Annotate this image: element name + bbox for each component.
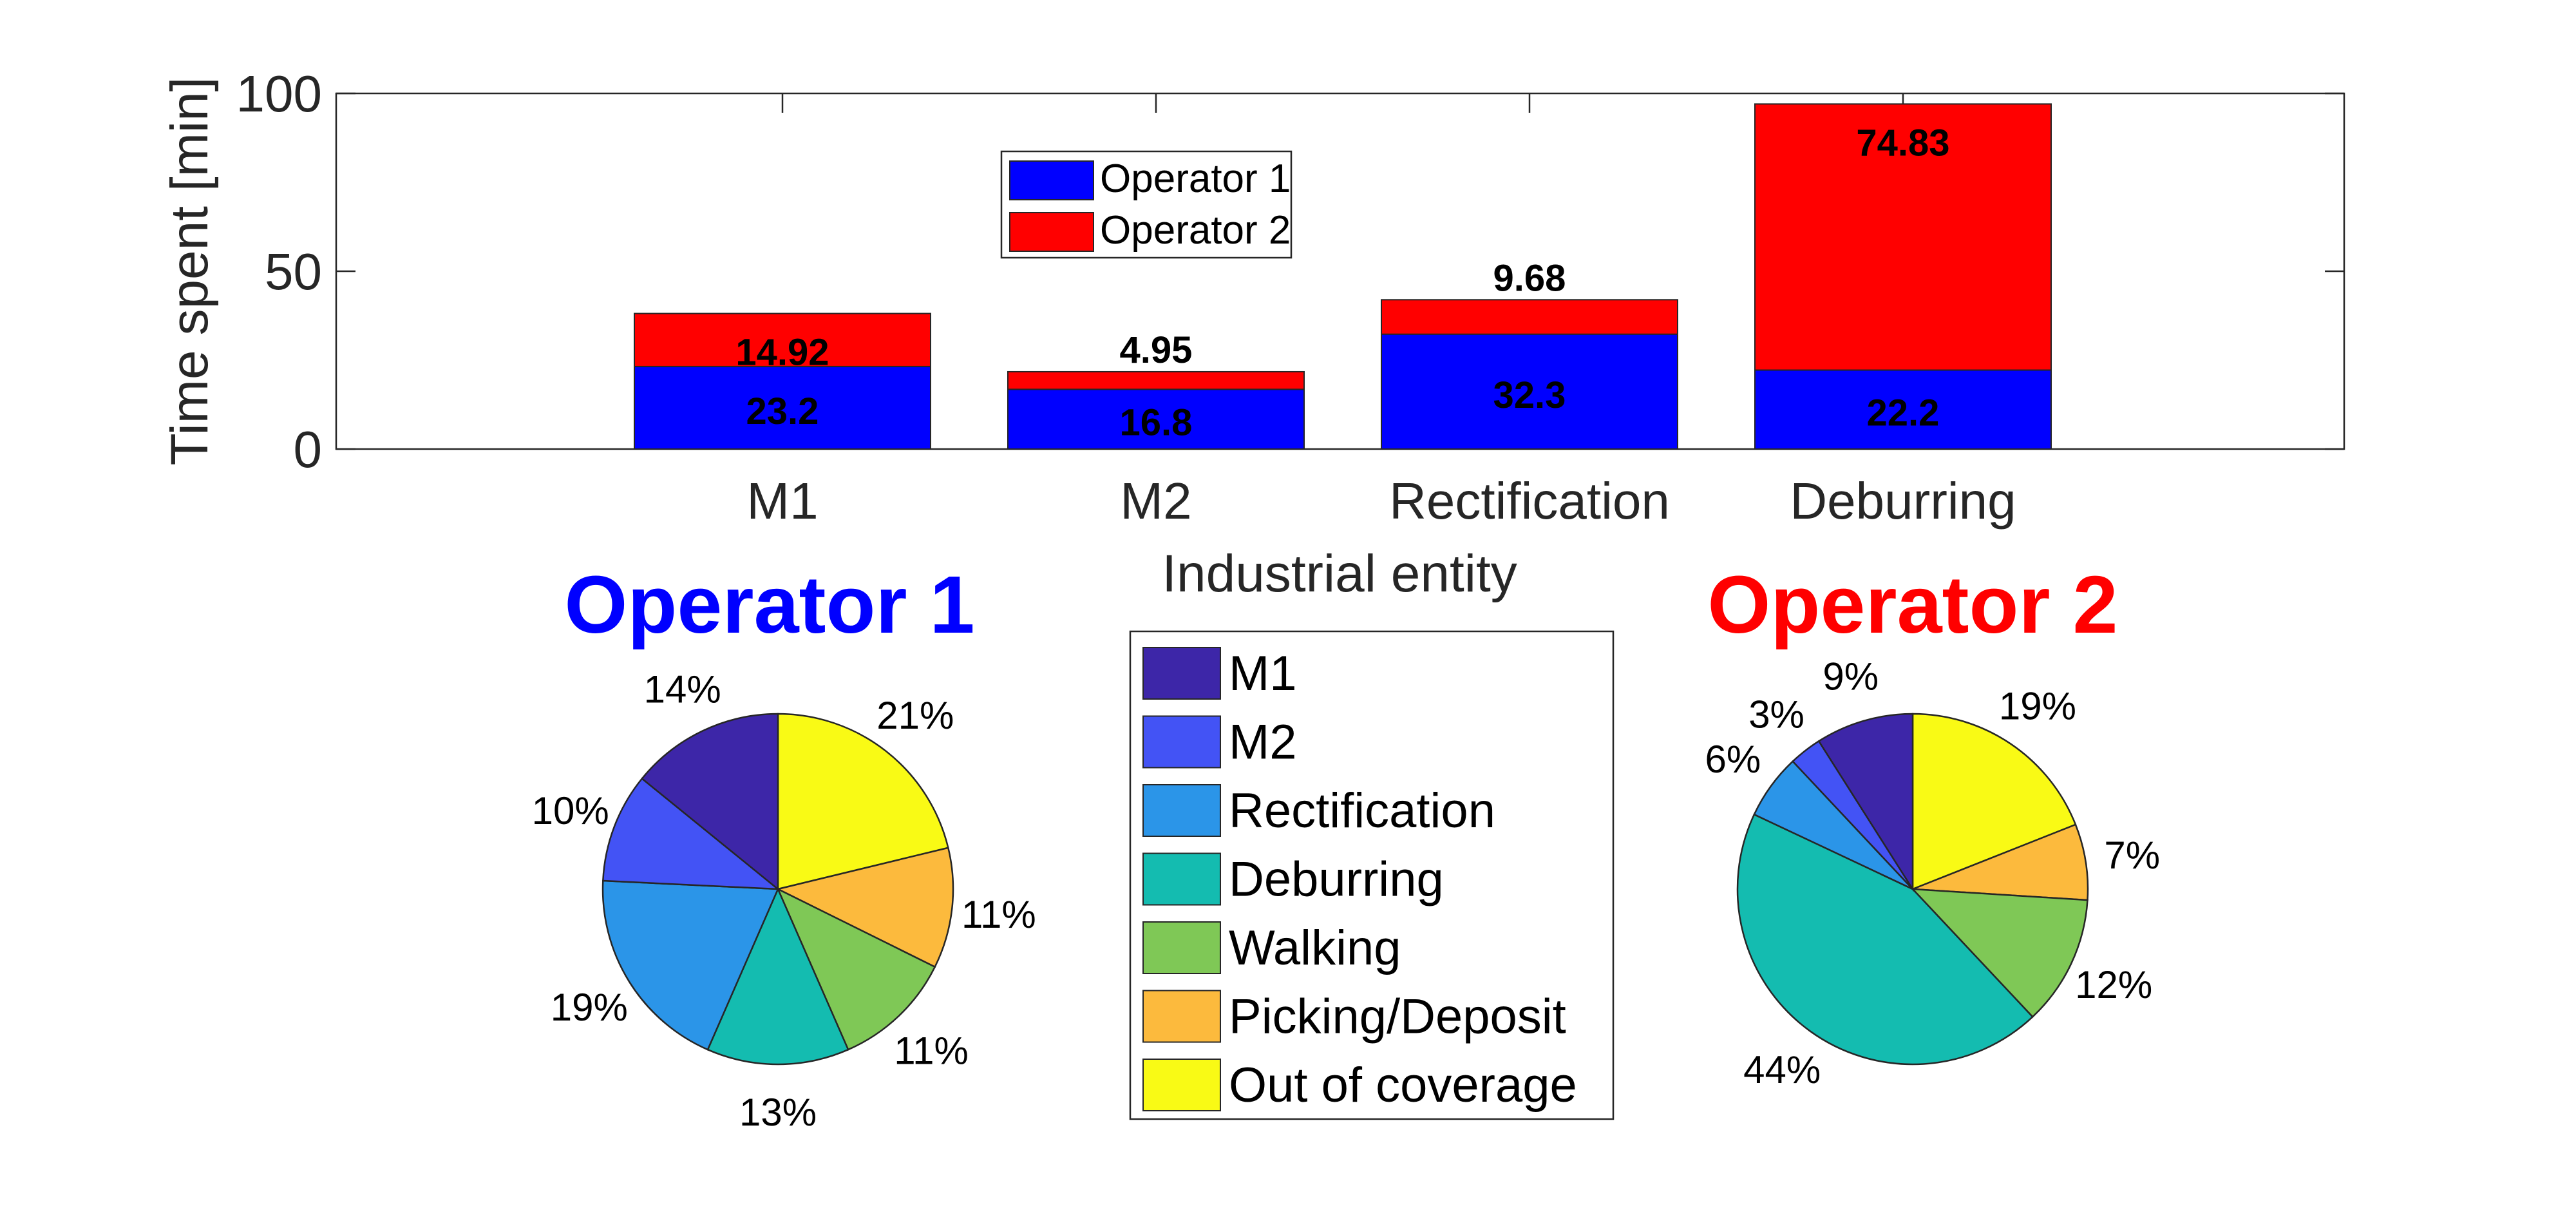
y-tick-label-0: 0	[294, 421, 323, 478]
pie-legend-swatch-deburring	[1142, 852, 1221, 906]
bar-value-label-operator-1-deburring: 22.2	[1867, 392, 1940, 434]
pie-legend-label-out-of-coverage: Out of coverage	[1229, 1058, 1577, 1113]
bar-tick-labels: 0 50 100 M1 M2 Rectification Deburring	[236, 65, 2016, 530]
pie1-label-deburring: 13%	[739, 1091, 817, 1134]
x-tick-label-rectification: Rectification	[1389, 472, 1670, 530]
bar-operator-1-m2	[1007, 388, 1305, 450]
x-tick-label-deburring: Deburring	[1790, 472, 2016, 530]
pie2-slice-deburring	[1736, 813, 2034, 1066]
bar-operator-2-m2	[1007, 370, 1305, 390]
bar-operator-1-deburring	[1754, 369, 2052, 450]
pie1-slice-picking-deposit	[775, 847, 954, 968]
pie2-label-walking: 12%	[2075, 963, 2152, 1006]
pie-legend-swatch-walking	[1142, 921, 1221, 974]
pie-chart-operator-2: Operator 2 19% 7% 12% 44% 6%3% 9%	[1705, 559, 2161, 1091]
pie2-label-picking-deposit: 7%	[2104, 834, 2160, 877]
x-tick-label-m2: M2	[1120, 472, 1191, 530]
bar-operator-2-m1	[634, 312, 931, 367]
pie-chart-operator-1: Operator 1 21% 11% 11% 13% 19% 10% 14%	[532, 559, 1036, 1134]
bar-value-label-operator-2-rectification: 9.68	[1493, 257, 1566, 299]
pie1-label-rectification: 19%	[551, 986, 628, 1029]
y-tick-label-1: 50	[265, 243, 322, 300]
bar-legend: Operator 1 Operator 2	[1000, 150, 1293, 259]
pie-legend-swatch-m1	[1142, 647, 1221, 700]
pie-legend-swatch-picking-deposit	[1142, 990, 1221, 1043]
pie1-label-m2: 10%	[532, 789, 609, 832]
y-tick-label-2: 100	[236, 65, 322, 122]
pie-legend-label-deburring: Deburring	[1229, 852, 1444, 907]
pie-legend-swatch-rectification	[1142, 784, 1221, 837]
bar-operator-1-rectification	[1381, 333, 1678, 450]
bar-value-label-operator-2-m1: 14.92	[735, 332, 829, 374]
pie1-slice-out-of-coverage	[777, 713, 949, 890]
bar-value-label-operator-1-m1: 23.2	[746, 390, 819, 432]
pie-legend-label-m2: M2	[1229, 715, 1297, 770]
pie1-label-m1: 14%	[644, 667, 721, 711]
pie-title-operator-2: Operator 2	[1707, 559, 2117, 650]
bar-y-axis-label: Time spent [min]	[160, 77, 219, 465]
pie-legend-label-m1: M1	[1229, 646, 1297, 701]
x-tick-label-m1: M1	[746, 472, 818, 530]
pie1-slice-deburring	[706, 887, 849, 1066]
pie2-slice-walking	[1910, 888, 2088, 1019]
bar-legend-swatch-operator-2	[1009, 212, 1094, 252]
pie-legend-swatch-m2	[1142, 715, 1221, 769]
pie2-labels: 19% 7% 12% 44% 6%3% 9%	[1705, 655, 2161, 1091]
pie-legend-label-rectification: Rectification	[1229, 783, 1495, 838]
pie-legend-label-walking: Walking	[1229, 921, 1401, 975]
bar-value-label-operator-2-deburring: 74.83	[1856, 122, 1949, 164]
bar-x-axis-label: Industrial entity	[1162, 544, 1517, 603]
pie1-slice-walking	[776, 887, 936, 1051]
bar-value-label-operator-1-m2: 16.8	[1120, 402, 1193, 444]
pie-legend: M1 M2 Rectification Deburring Walking Picking…	[1129, 630, 1615, 1120]
bar-legend-label-operator-2: Operator 2	[1100, 208, 1291, 253]
bar-value-label-operator-1-rectification: 32.3	[1493, 374, 1566, 416]
pie1-slice-m1	[641, 713, 779, 891]
pie2-label-deburring: 44%	[1743, 1048, 1821, 1091]
pie1-label-walking: 11%	[894, 1030, 969, 1073]
pie1-slices	[601, 713, 954, 1066]
pie2-label-m1: 9%	[1823, 655, 1879, 698]
pie2-label-m2: 3%	[1748, 693, 1804, 736]
bar-legend-label-operator-1: Operator 1	[1100, 157, 1291, 201]
bar-operator-2-rectification	[1381, 299, 1678, 335]
bar-legend-swatch-operator-1	[1009, 160, 1094, 200]
pie1-labels: 21% 11% 11% 13% 19% 10% 14%	[532, 667, 1036, 1134]
pie2-slice-m1	[1817, 713, 1914, 892]
bar-operator-1-m1	[634, 365, 931, 450]
bar-operator-2-deburring	[1754, 103, 2052, 371]
pie1-label-picking-deposit: 11%	[961, 893, 1036, 936]
pie1-slice-m2	[601, 777, 781, 890]
bar-marks	[634, 103, 2052, 450]
pie1-slice-rectification	[601, 879, 779, 1051]
pie-legend-swatch-out-of-coverage	[1142, 1059, 1221, 1111]
pie2-label-rectification: 6%	[1705, 738, 1761, 781]
pie-title-operator-1: Operator 1	[564, 559, 974, 650]
pie2-slice-out-of-coverage	[1911, 713, 2077, 890]
pie-legend-label-picking-deposit: Picking/Deposit	[1229, 990, 1566, 1044]
bar-value-labels: 23.2 14.92 16.8 4.95 32.3 9.68 22.2 74.83	[735, 122, 1949, 443]
bar-value-label-operator-2-m2: 4.95	[1120, 329, 1193, 371]
pie2-slice-picking-deposit	[1912, 823, 2089, 901]
pie2-slices	[1736, 713, 2089, 1066]
pie2-label-out-of-coverage: 19%	[1999, 685, 2076, 728]
pie1-label-out-of-coverage: 21%	[876, 694, 954, 737]
bar-chart: 23.2 14.92 16.8 4.95 32.3 9.68 22.2 74.83 0 50 10…	[160, 65, 2345, 603]
